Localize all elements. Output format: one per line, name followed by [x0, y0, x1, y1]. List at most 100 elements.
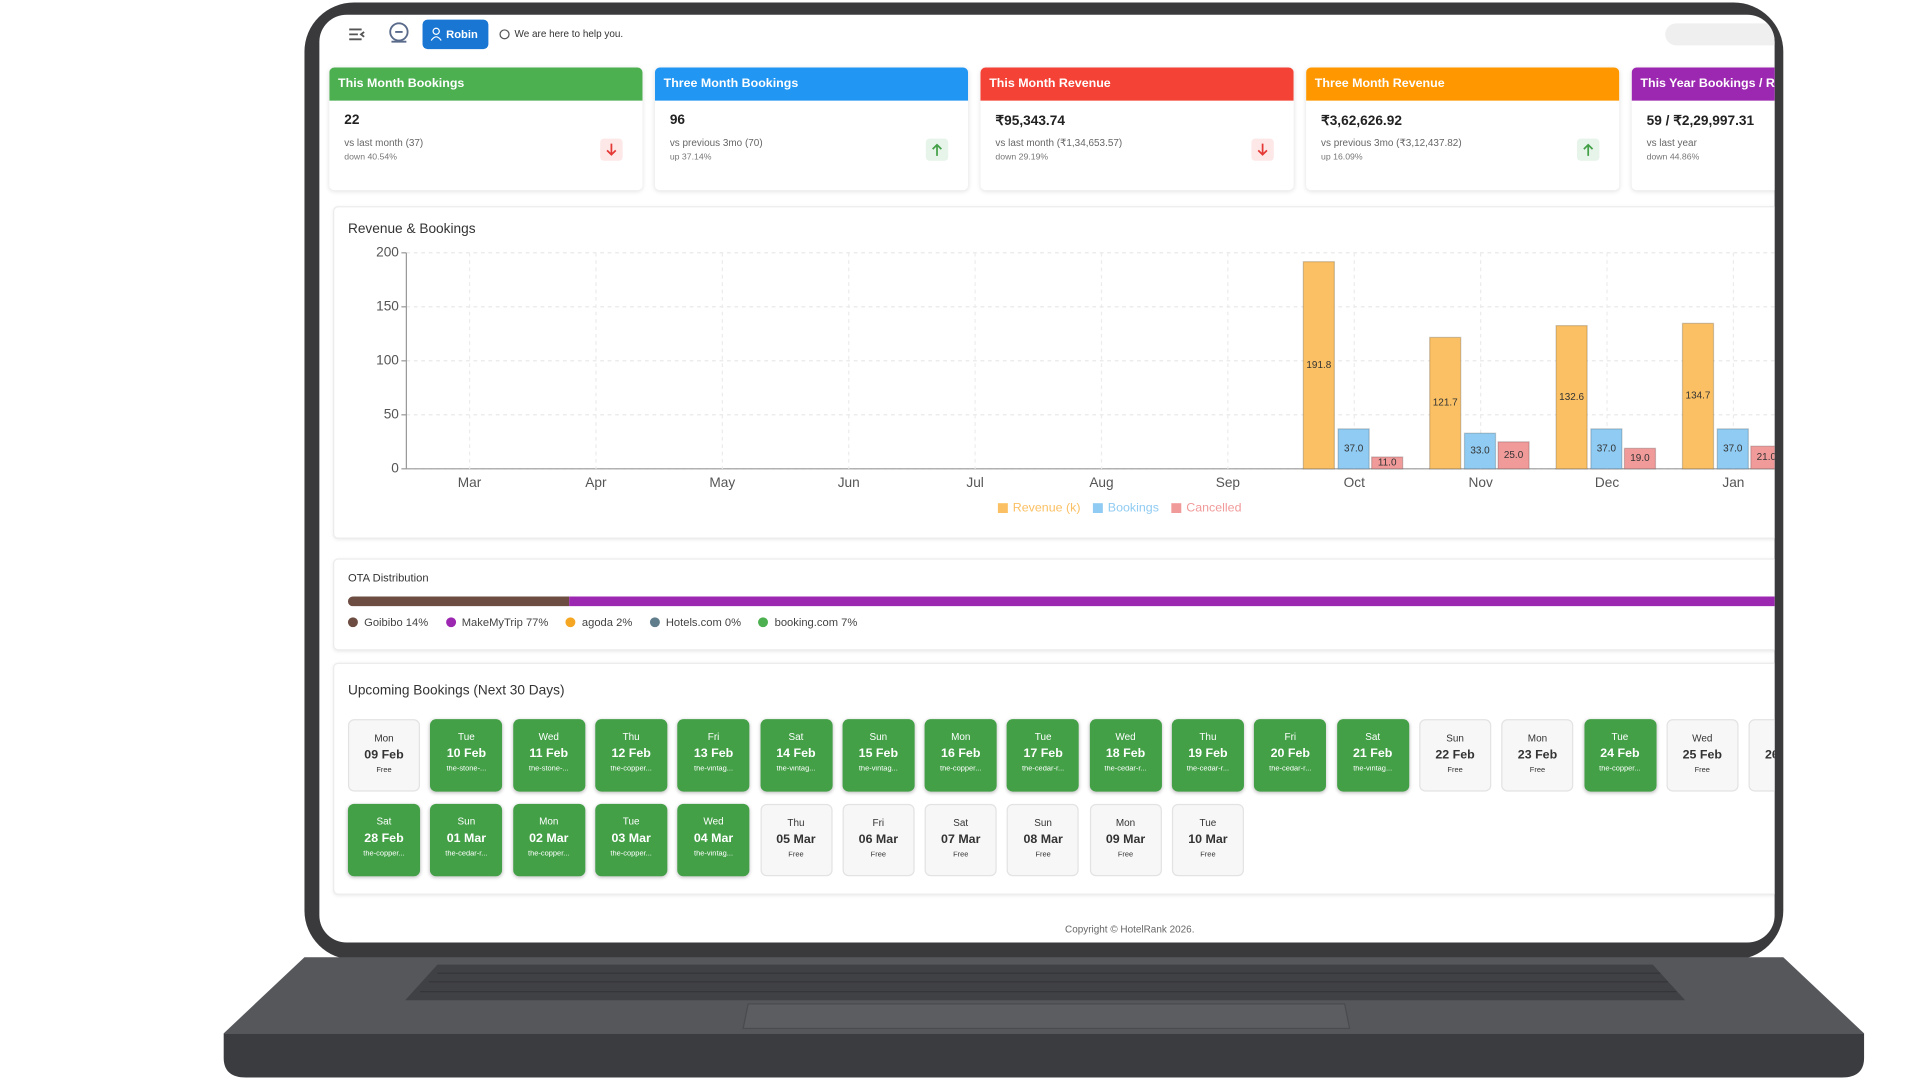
x-tick-label: Mar [458, 475, 482, 490]
tile-note: Free [1694, 767, 1710, 775]
booking-tile[interactable]: Sat 21 Feb the-vintag... [1336, 719, 1409, 792]
booking-tile[interactable]: Thu 19 Feb the-cedar-r... [1171, 719, 1244, 792]
tile-date: 07 Mar [941, 833, 981, 847]
booking-tile[interactable]: Tue 10 Mar Free [1171, 803, 1244, 877]
booking-tile[interactable]: Sat 14 Feb the-vintag... [759, 719, 833, 792]
x-tick-label: Nov [1468, 475, 1493, 490]
tile-note: the-copper... [528, 850, 570, 858]
card-change: up 37.14% [669, 153, 712, 162]
ota-label: MakeMyTrip 77% [461, 616, 549, 629]
booking-tile[interactable]: Thu 26 Feb [1748, 719, 1775, 792]
card-title: This Month Bookings [329, 67, 643, 101]
booking-tile[interactable]: Sun 22 Feb Free [1419, 719, 1492, 792]
card-value: ₹95,343.74 [995, 114, 1065, 129]
booking-tile[interactable]: Fri 20 Feb the-cedar-r... [1254, 719, 1327, 792]
x-tick-label: Dec [1595, 475, 1620, 490]
trend-badge [1251, 138, 1274, 161]
tile-note: the-cedar-r... [1186, 765, 1230, 774]
card-change: down 29.19% [995, 153, 1049, 162]
user-icon [430, 27, 442, 41]
card-comparison: vs previous 3mo (70) [669, 137, 763, 149]
chart-panel [333, 206, 1775, 539]
trend-badge [1577, 138, 1600, 161]
booking-tile[interactable]: Fri 06 Mar Free [842, 803, 915, 877]
booking-tile[interactable]: Sun 15 Feb the-vintag... [842, 719, 915, 792]
screen: Robin We are here to help you. This Mont… [319, 14, 1775, 943]
booking-tile[interactable]: Sun 08 Mar Free [1007, 803, 1080, 877]
bookings-title: Upcoming Bookings (Next 30 Days) [347, 683, 565, 699]
booking-tile[interactable]: Mon 09 Mar Free [1089, 803, 1162, 877]
ota-segment [347, 596, 570, 607]
tile-date: 01 Mar [446, 832, 487, 846]
stat-card: This Month Bookings 22 vs last month (37) d… [329, 67, 643, 191]
footer: Copyright © HotelRank 2026. [1065, 924, 1195, 936]
booking-tile[interactable]: Tue 10 Feb the-stone-... [430, 719, 503, 792]
booking-tile[interactable]: Mon 09 Feb Free [347, 719, 421, 792]
tile-day: Sun [869, 731, 888, 743]
search-pill[interactable] [1665, 23, 1775, 46]
booking-tile[interactable]: Wed 04 Mar the-vintag... [677, 803, 750, 877]
tile-day: Mon [539, 816, 559, 828]
tile-day: Tue [1611, 731, 1629, 743]
booking-tile[interactable]: Tue 17 Feb the-cedar-r... [1007, 719, 1080, 792]
tile-day: Sat [953, 817, 969, 829]
value-label: 11.0 [1378, 458, 1397, 469]
tile-date: 08 Mar [1023, 833, 1063, 847]
ota-dot [347, 617, 358, 628]
stat-card: Three Month Revenue ₹3,62,626.92 vs previo… [1306, 67, 1620, 191]
tile-note: the-cedar-r... [445, 850, 488, 858]
booking-tile[interactable]: Wed 25 Feb Free [1666, 719, 1739, 792]
booking-tile[interactable]: Sat 07 Mar Free [924, 803, 997, 877]
tile-day: Wed [703, 816, 724, 828]
booking-tile[interactable]: Fri 13 Feb the-vintag... [677, 719, 750, 792]
logo-icon [389, 22, 409, 43]
tile-date: 13 Feb [693, 747, 734, 761]
ota-dot [758, 617, 769, 628]
tile-day: Thu [1199, 731, 1217, 743]
booking-tile[interactable]: Mon 23 Feb Free [1501, 719, 1574, 792]
x-tick-label: Oct [1344, 475, 1365, 490]
stat-card: This Year Bookings / Revenue 59 / ₹2,29,9… [1631, 67, 1775, 191]
help-icon [499, 29, 510, 40]
value-label: 132.6 [1559, 392, 1584, 403]
booking-tile[interactable]: Sat 28 Feb the-copper... [347, 803, 421, 877]
booking-tile[interactable]: Mon 02 Mar the-copper... [512, 803, 585, 877]
tile-note: the-vintag... [1353, 765, 1393, 774]
tile-date: 02 Mar [529, 832, 569, 846]
y-tick-label: 200 [376, 244, 399, 259]
booking-tile[interactable]: Thu 05 Mar Free [759, 803, 833, 877]
bar [1623, 447, 1657, 470]
legend-swatch [1092, 503, 1103, 513]
trend-arrow [932, 143, 942, 156]
bar [1750, 445, 1775, 470]
tile-date: 15 Feb [858, 747, 899, 761]
value-label: 33.0 [1470, 446, 1490, 457]
tile-note: the-copper... [610, 850, 652, 858]
tile-date: 21 Feb [1353, 747, 1393, 761]
bar [1429, 336, 1462, 470]
booking-tile[interactable]: Wed 18 Feb the-cedar-r... [1089, 719, 1162, 792]
booking-tile[interactable]: Wed 11 Feb the-stone-... [512, 719, 585, 792]
tile-date: 03 Mar [611, 832, 651, 846]
tile-note: Free [788, 851, 804, 860]
stat-card: Three Month Bookings 96 vs previous 3mo (7… [654, 67, 969, 191]
booking-tile[interactable]: Tue 03 Mar the-copper... [595, 803, 668, 877]
tile-day: Thu [622, 731, 640, 743]
tile-note: Free [953, 851, 969, 860]
value-label: 37.0 [1723, 443, 1743, 454]
booking-tile[interactable]: Thu 12 Feb the-copper... [595, 719, 668, 792]
ota-dot [565, 617, 576, 628]
card-value: 59 / ₹2,29,997.31 [1646, 114, 1755, 129]
value-label: 37.0 [1597, 443, 1617, 454]
ota-legend-item: agoda 2% [565, 616, 632, 628]
user-button[interactable]: Robin [422, 19, 489, 50]
booking-tile[interactable]: Mon 16 Feb the-copper... [924, 719, 997, 792]
booking-tile[interactable]: Sun 01 Mar the-cedar-r... [430, 803, 503, 877]
tile-date: 05 Mar [776, 833, 816, 847]
booking-tile[interactable]: Tue 24 Feb the-copper... [1583, 719, 1656, 792]
tile-note: Free [1200, 851, 1216, 860]
tile-date: 04 Mar [693, 832, 734, 846]
value-label: 25.0 [1504, 450, 1524, 461]
ota-legend-item: Goibibo 14% [347, 616, 428, 628]
tile-date: 10 Mar [1188, 833, 1228, 847]
